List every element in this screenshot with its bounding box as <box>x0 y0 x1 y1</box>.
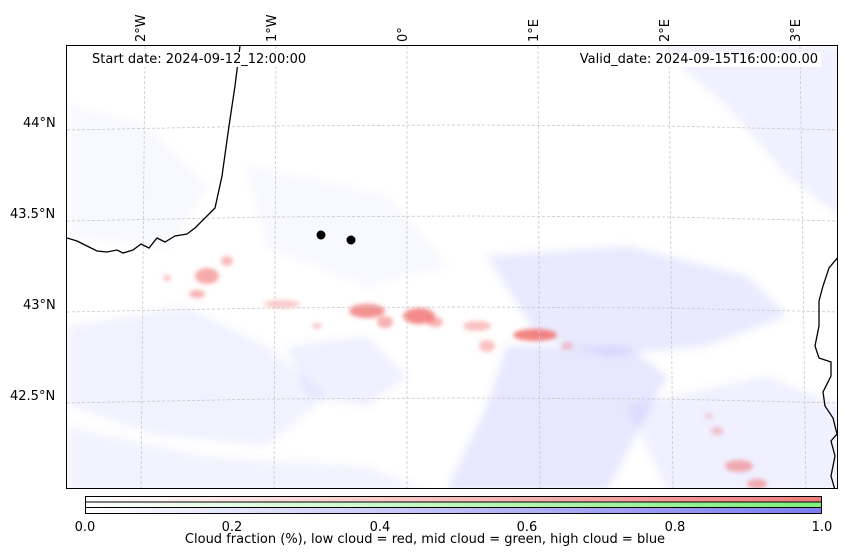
station-marker-1[interactable] <box>316 230 326 240</box>
map-canvas <box>67 46 837 488</box>
colorbar-tick-0: 0.0 <box>74 520 96 535</box>
colorbar-mid <box>85 501 822 508</box>
lon-label-2w: 2°W <box>134 14 149 42</box>
colorbar-tick-3: 0.6 <box>516 520 538 535</box>
colorbar-tick-5: 1.0 <box>811 520 833 535</box>
graticule <box>67 46 837 488</box>
colorbar-tick-1: 0.2 <box>221 520 243 535</box>
colorbar-high <box>85 507 822 514</box>
station-marker-2[interactable] <box>346 235 356 245</box>
start-date-label: Start date: 2024-09-12_12:00:00 <box>89 52 310 67</box>
colorbar-tick-2: 0.4 <box>369 520 391 535</box>
lat-label-44: 44°N <box>23 116 56 131</box>
lat-label-43: 43°N <box>23 298 56 313</box>
lat-label-42-5: 42.5°N <box>10 389 56 404</box>
coastline <box>67 46 837 488</box>
colorbar <box>85 496 822 514</box>
lon-label-2e: 2°E <box>658 19 673 42</box>
colorbar-caption: Cloud fraction (%), low cloud = red, mid… <box>184 532 666 547</box>
colorbar-low <box>85 496 822 503</box>
low-cloud-layer <box>163 256 767 488</box>
lon-label-0: 0° <box>396 27 411 42</box>
lon-label-1w: 1°W <box>265 14 280 42</box>
high-cloud-layer <box>67 46 837 488</box>
valid-date-label: Valid_date: 2024-09-15T16:00:00.00 <box>576 52 821 67</box>
colorbar-tick-4: 0.8 <box>664 520 686 535</box>
lon-label-3e: 3°E <box>789 19 804 42</box>
map-panel: Start date: 2024-09-12_12:00:00 Valid_da… <box>66 45 838 489</box>
lat-label-43-5: 43.5°N <box>10 207 56 222</box>
lon-label-1e: 1°E <box>527 19 542 42</box>
